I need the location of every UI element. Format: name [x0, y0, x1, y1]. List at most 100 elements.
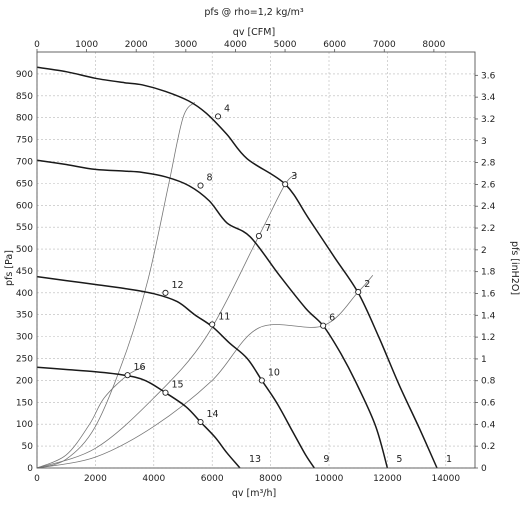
y-tick-label: 350	[16, 311, 33, 321]
operating-point-label: 1	[446, 454, 452, 465]
system-curve-2	[36, 275, 374, 469]
right-tick-label: 1.8	[481, 268, 496, 278]
y-tick-label: 50	[22, 442, 34, 452]
top-tick-label: 3000	[174, 40, 197, 50]
operating-point-label: 14	[207, 409, 219, 420]
left-axis-label: pfs [Pa]	[4, 250, 15, 286]
right-tick-label: 0.2	[481, 442, 495, 452]
operating-point-label: 7	[265, 223, 271, 234]
x-tick-label: 14000	[431, 474, 460, 484]
operating-point-label: 4	[224, 103, 230, 114]
top-tick-label: 0	[34, 40, 40, 50]
y-tick-label: 600	[16, 201, 33, 211]
right-tick-label: 2.4	[481, 202, 496, 212]
y-tick-label: 100	[16, 420, 33, 430]
operating-point-label: 9	[323, 454, 329, 465]
operating-point-label: 5	[396, 454, 402, 465]
right-tick-label: 2.2	[481, 224, 495, 234]
x-tick-label: 2000	[84, 474, 107, 484]
x-tick-label: 10000	[315, 474, 344, 484]
x-tick-label: 8000	[259, 474, 282, 484]
right-tick-label: 2	[481, 246, 487, 256]
x-tick-label: 6000	[201, 474, 224, 484]
operating-point-3	[282, 181, 289, 188]
system-curves	[36, 102, 374, 469]
y-tick-label: 700	[16, 157, 33, 167]
chart-title: pfs @ rho=1,2 kg/m³	[204, 7, 304, 18]
right-tick-label: 0	[481, 464, 487, 474]
operating-point-16	[124, 372, 131, 379]
operating-point-6	[320, 322, 327, 329]
plot-frame	[36, 51, 476, 469]
fan-curve-1	[36, 66, 438, 469]
top-axis-label: qv [CFM]	[233, 27, 275, 38]
right-tick-label: 1.6	[481, 289, 496, 299]
axis-ticks: 0 2000 4000 6000 8000 10000 12000 1400005010015…	[16, 40, 496, 484]
y-tick-label: 550	[16, 223, 33, 233]
operating-point-label: 3	[291, 171, 297, 182]
operating-point-label: 2	[364, 279, 370, 290]
right-tick-label: 3.6	[481, 71, 496, 81]
operating-point-label: 12	[171, 280, 183, 291]
y-tick-label: 800	[16, 114, 33, 124]
operating-point-14	[197, 418, 204, 426]
operating-point-8	[197, 182, 204, 189]
fan-curves	[36, 66, 438, 469]
system-curve-16	[36, 366, 146, 469]
operating-point-label: 11	[218, 311, 230, 322]
right-tick-label: 2.8	[481, 159, 496, 169]
top-tick-label: 4000	[224, 40, 247, 50]
operating-point-2	[355, 288, 362, 296]
right-tick-label: 3.2	[481, 115, 495, 125]
y-tick-label: 400	[16, 289, 33, 299]
operating-point-label: 8	[207, 173, 213, 184]
right-tick-label: 0.8	[481, 377, 496, 387]
right-tick-label: 1.2	[481, 333, 495, 343]
operating-point-10	[258, 377, 265, 384]
top-tick-label: 7000	[373, 40, 396, 50]
y-tick-label: 650	[16, 179, 33, 189]
right-tick-label: 3	[481, 137, 487, 147]
y-tick-label: 0	[27, 464, 33, 474]
y-tick-label: 150	[16, 398, 33, 408]
right-tick-label: 0.6	[481, 399, 496, 409]
system-curve-4	[36, 102, 196, 469]
x-tick-label: 12000	[373, 474, 402, 484]
right-tick-label: 2.6	[481, 180, 496, 190]
operating-point-label: 6	[329, 313, 335, 324]
right-tick-label: 3.4	[481, 93, 496, 103]
operating-point-4	[214, 113, 222, 120]
top-tick-label: 5000	[274, 40, 297, 50]
operating-point-label: 13	[249, 454, 261, 465]
y-tick-label: 900	[16, 70, 33, 80]
operating-point-7	[255, 232, 262, 239]
top-tick-label: 2000	[125, 40, 148, 50]
right-tick-label: 0.4	[481, 420, 496, 430]
operating-point-label: 15	[171, 380, 183, 391]
right-tick-label: 1.4	[481, 311, 496, 321]
x-tick-label: 4000	[142, 474, 165, 484]
grid-lines	[36, 52, 475, 469]
operating-point-label: 16	[134, 362, 146, 373]
y-tick-label: 750	[16, 136, 33, 146]
operating-point-label: 10	[268, 367, 280, 378]
top-tick-label: 8000	[422, 40, 445, 50]
y-tick-label: 450	[16, 267, 33, 277]
y-tick-label: 300	[16, 333, 33, 343]
bottom-axis-label: qv [m³/h]	[232, 488, 276, 499]
fan-curve-5	[36, 159, 389, 469]
right-axis-label: pfs [inH2O]	[509, 241, 520, 295]
operating-point-11	[209, 321, 216, 328]
y-tick-label: 500	[16, 245, 33, 255]
y-tick-label: 250	[16, 355, 33, 365]
top-tick-label: 6000	[323, 40, 346, 50]
top-tick-label: 1000	[75, 40, 98, 50]
x-tick-label: 0	[34, 474, 40, 484]
y-tick-label: 200	[16, 376, 33, 386]
operating-point-15	[162, 389, 169, 396]
right-tick-label: 1	[481, 355, 487, 365]
operating-point-12	[162, 289, 169, 296]
y-tick-label: 850	[16, 92, 33, 102]
